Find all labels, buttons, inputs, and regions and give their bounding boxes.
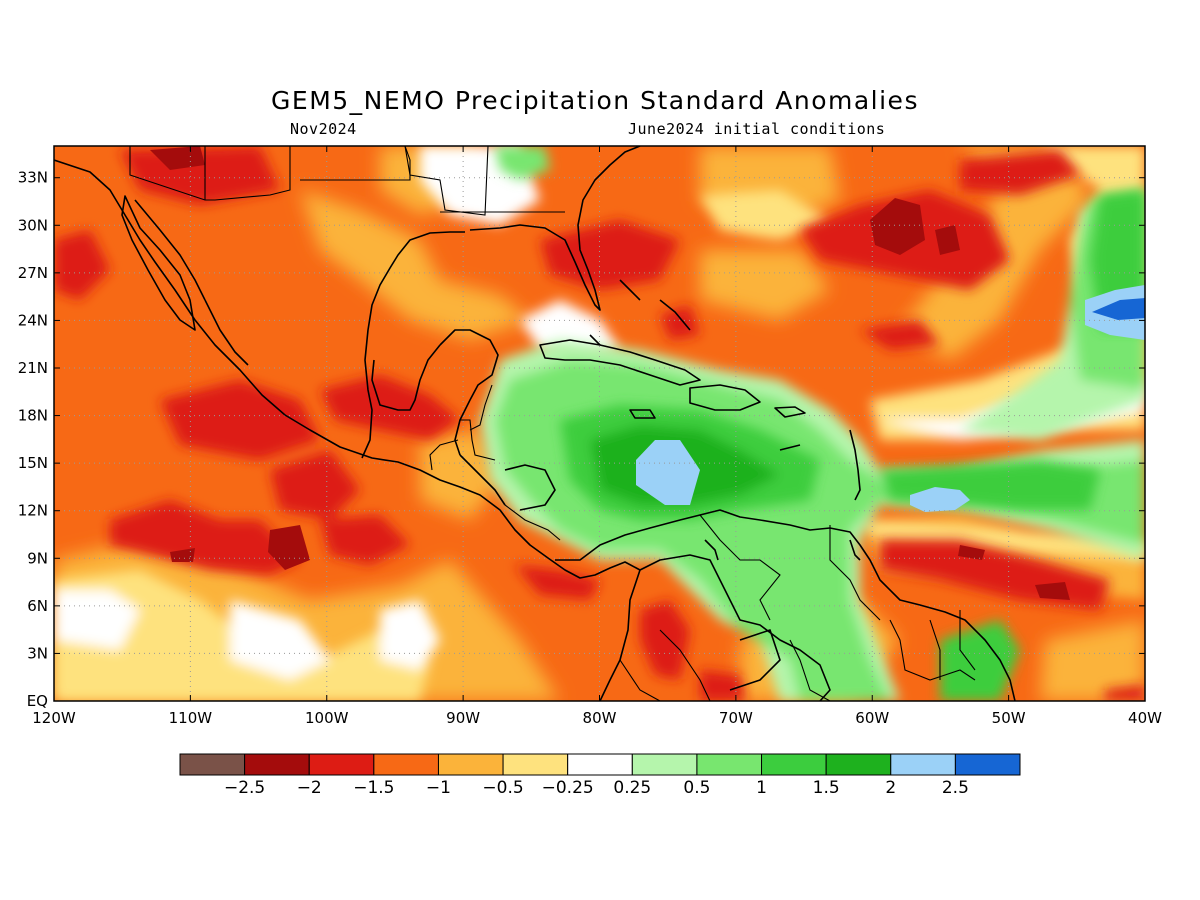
latitude-axis: 33N 30N 27N 24N 21N 18N 15N 12N 9N 6N 3N EQ — [18, 169, 1145, 710]
country-borders — [129, 146, 976, 701]
colorbar-label: −0.25 — [542, 778, 594, 798]
lat-label: 33N — [18, 169, 48, 187]
colorbar-label: 0.25 — [613, 778, 651, 798]
lat-label: 9N — [27, 549, 48, 567]
anomaly-field — [54, 146, 1145, 701]
colorbar-swatch — [179, 753, 246, 776]
lat-label: 24N — [18, 311, 48, 329]
lat-label: 27N — [18, 264, 48, 282]
lat-label: 30N — [18, 216, 48, 234]
lat-label: 15N — [18, 454, 48, 472]
colorbar-label: −2.5 — [224, 778, 265, 798]
lon-label: 90W — [446, 709, 480, 727]
colorbar-swatch — [373, 753, 439, 776]
lat-label: 21N — [18, 359, 48, 377]
colorbar-label: 0.5 — [683, 778, 710, 798]
colorbar-swatch — [825, 753, 892, 776]
colorbar-swatch — [890, 753, 956, 776]
lon-label: 60W — [855, 709, 889, 727]
colorbar-swatch — [244, 753, 310, 776]
colorbar-swatch — [567, 753, 633, 776]
very-dry-zones — [150, 146, 1070, 600]
lat-label: 18N — [18, 407, 48, 425]
colorbar-label: −1 — [426, 778, 451, 798]
extreme-wet-zones — [636, 285, 1145, 512]
colorbar-swatch — [761, 753, 827, 776]
colorbar-label: 2.5 — [942, 778, 969, 798]
lon-label: 100W — [305, 709, 349, 727]
colorbar: −2.5 −2 −1.5 −1 −0.5 −0.25 0.25 0.5 1 1.5 2 2.5 — [179, 753, 1021, 798]
lon-label: 70W — [719, 709, 753, 727]
colorbar-label: −1.5 — [353, 778, 394, 798]
colorbar-swatch — [696, 753, 763, 776]
lat-label: EQ — [27, 692, 48, 710]
colorbar-swatch — [631, 753, 698, 776]
lon-label: 50W — [992, 709, 1026, 727]
lat-label: 12N — [18, 502, 48, 520]
lon-label: 120W — [32, 709, 76, 727]
colorbar-swatch — [308, 753, 375, 776]
lon-label: 110W — [169, 709, 213, 727]
colorbar-label: −0.5 — [482, 778, 523, 798]
colorbar-swatch — [502, 753, 569, 776]
lon-label: 40W — [1128, 709, 1162, 727]
lon-label: 80W — [583, 709, 617, 727]
colorbar-label: 2 — [885, 778, 896, 798]
colorbar-label: −2 — [297, 778, 322, 798]
colorbar-label: 1.5 — [813, 778, 840, 798]
forecast-month: Nov2024 — [290, 120, 357, 138]
initial-conditions: June2024 initial conditions — [628, 120, 886, 138]
strong-dry-zones — [54, 146, 1145, 701]
colorbar-label: 1 — [756, 778, 767, 798]
longitude-axis: 120W 110W 100W 90W 80W 70W 60W 50W 40W — [32, 146, 1162, 727]
colorbar-swatch — [437, 753, 504, 776]
graticule — [54, 146, 1145, 701]
lat-label: 3N — [27, 644, 48, 662]
map-title: GEM5_NEMO Precipitation Standard Anomali… — [271, 86, 919, 115]
colorbar-swatch — [954, 753, 1021, 776]
lat-label: 6N — [27, 597, 48, 615]
